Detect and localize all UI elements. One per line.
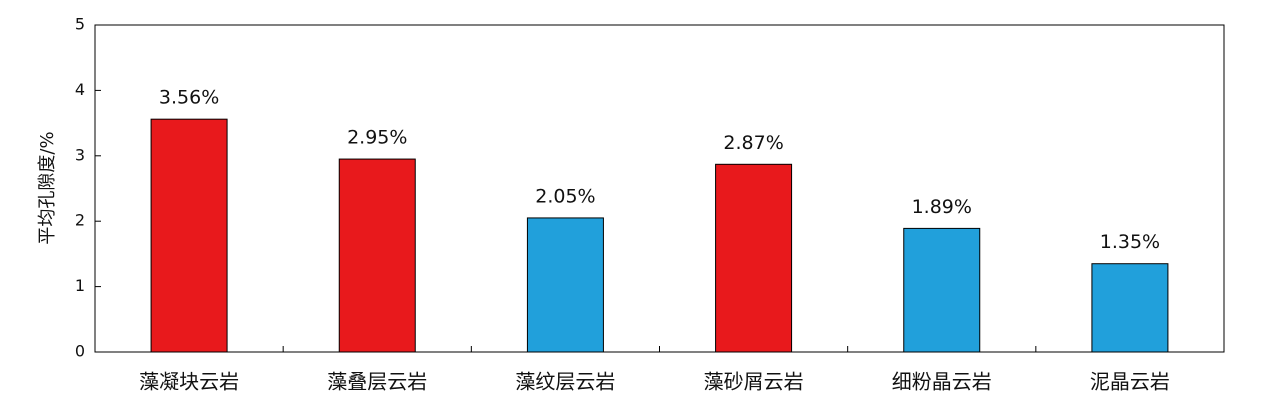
- plot-frame: [94, 24, 1225, 353]
- value-label: 1.89%: [912, 196, 972, 218]
- y-tick-label: 2: [75, 211, 85, 230]
- x-tick-label: 藻叠层云岩: [327, 370, 427, 394]
- x-tick-label: 泥晶云岩: [1090, 370, 1170, 394]
- y-tick-label: 3: [75, 145, 85, 164]
- x-tick-label: 藻纹层云岩: [515, 370, 615, 394]
- value-label: 1.35%: [1100, 231, 1160, 253]
- y-tick-label: 5: [75, 15, 85, 34]
- bar: [903, 227, 981, 353]
- x-tick-label: 细粉晶云岩: [892, 370, 992, 394]
- x-tick-label: 藻凝块云岩: [139, 370, 239, 394]
- value-label: 2.05%: [535, 185, 595, 207]
- bar: [715, 163, 793, 353]
- bar: [338, 158, 416, 353]
- y-tick-label: 4: [75, 80, 85, 99]
- value-label: 3.56%: [159, 87, 219, 109]
- y-tick-label: 1: [75, 276, 85, 295]
- value-label: 2.87%: [723, 132, 783, 154]
- bar: [526, 217, 604, 353]
- x-tick-label: 藻砂屑云岩: [704, 370, 804, 394]
- bar: [150, 118, 228, 353]
- y-tick-label: 0: [75, 342, 85, 361]
- value-label: 2.95%: [347, 127, 407, 149]
- bar: [1091, 263, 1169, 353]
- y-axis-label: 平均孔隙度/%: [37, 131, 58, 244]
